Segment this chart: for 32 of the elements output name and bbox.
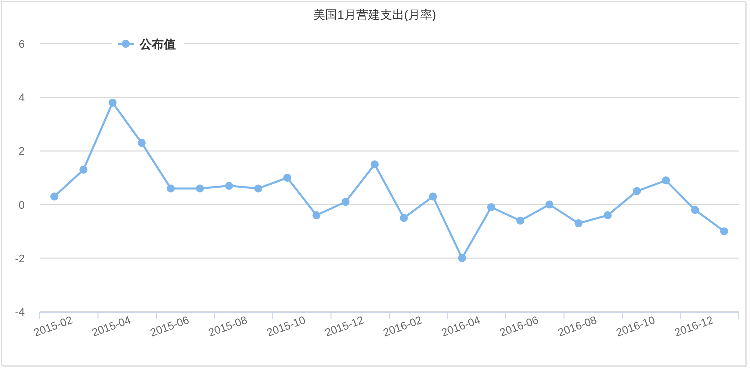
legend-label: 公布值 — [139, 38, 176, 52]
point — [487, 203, 496, 212]
point — [312, 212, 321, 220]
y-tick-label: 6 — [18, 39, 25, 51]
point — [574, 220, 583, 228]
point — [50, 192, 59, 201]
point — [80, 166, 88, 174]
point — [196, 184, 204, 193]
point — [370, 160, 379, 169]
point — [720, 228, 728, 236]
point — [662, 176, 670, 185]
y-tick-label: -2 — [15, 253, 25, 266]
point — [604, 212, 612, 220]
point — [691, 206, 700, 214]
title: 美国1月营建支出(月率) — [314, 8, 436, 22]
point — [342, 198, 350, 206]
point — [225, 182, 234, 190]
point — [429, 192, 438, 201]
point — [458, 254, 466, 262]
point — [284, 174, 292, 182]
point — [546, 200, 554, 209]
y-tick-label: 2 — [18, 146, 25, 158]
point — [516, 216, 525, 225]
point — [254, 184, 262, 193]
y-tick-label: 0 — [18, 200, 25, 212]
point — [167, 184, 176, 193]
point — [633, 187, 642, 196]
point — [108, 98, 117, 107]
point — [400, 214, 408, 222]
y-tick-label: -4 — [15, 307, 25, 319]
y-tick-label: 4 — [18, 92, 25, 105]
point — [138, 139, 146, 148]
